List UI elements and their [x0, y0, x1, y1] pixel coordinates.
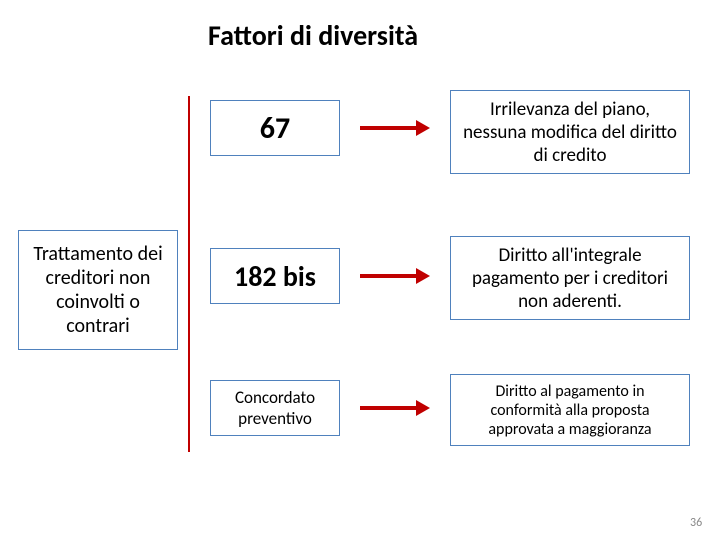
right-box-2: Diritto al pagamento in conformità alla …	[450, 374, 690, 446]
vertical-divider	[188, 96, 190, 452]
left-box-1: 182 bis	[210, 248, 340, 304]
left-box-0: 67	[210, 100, 340, 156]
left-box-2: Concordato preventivo	[210, 380, 340, 436]
right-box-0: Irrilevanza del piano, nessuna modifica …	[450, 90, 690, 174]
arrow-2	[360, 398, 430, 418]
arrow-0	[360, 118, 430, 138]
arrow-1	[360, 266, 430, 286]
right-box-1: Diritto all'integrale pagamento per i cr…	[450, 236, 690, 320]
slide-title: Fattori di diversità	[208, 18, 418, 53]
side-category-box: Trattamento dei creditori non coinvolti …	[18, 230, 178, 350]
page-number: 36	[690, 516, 702, 530]
